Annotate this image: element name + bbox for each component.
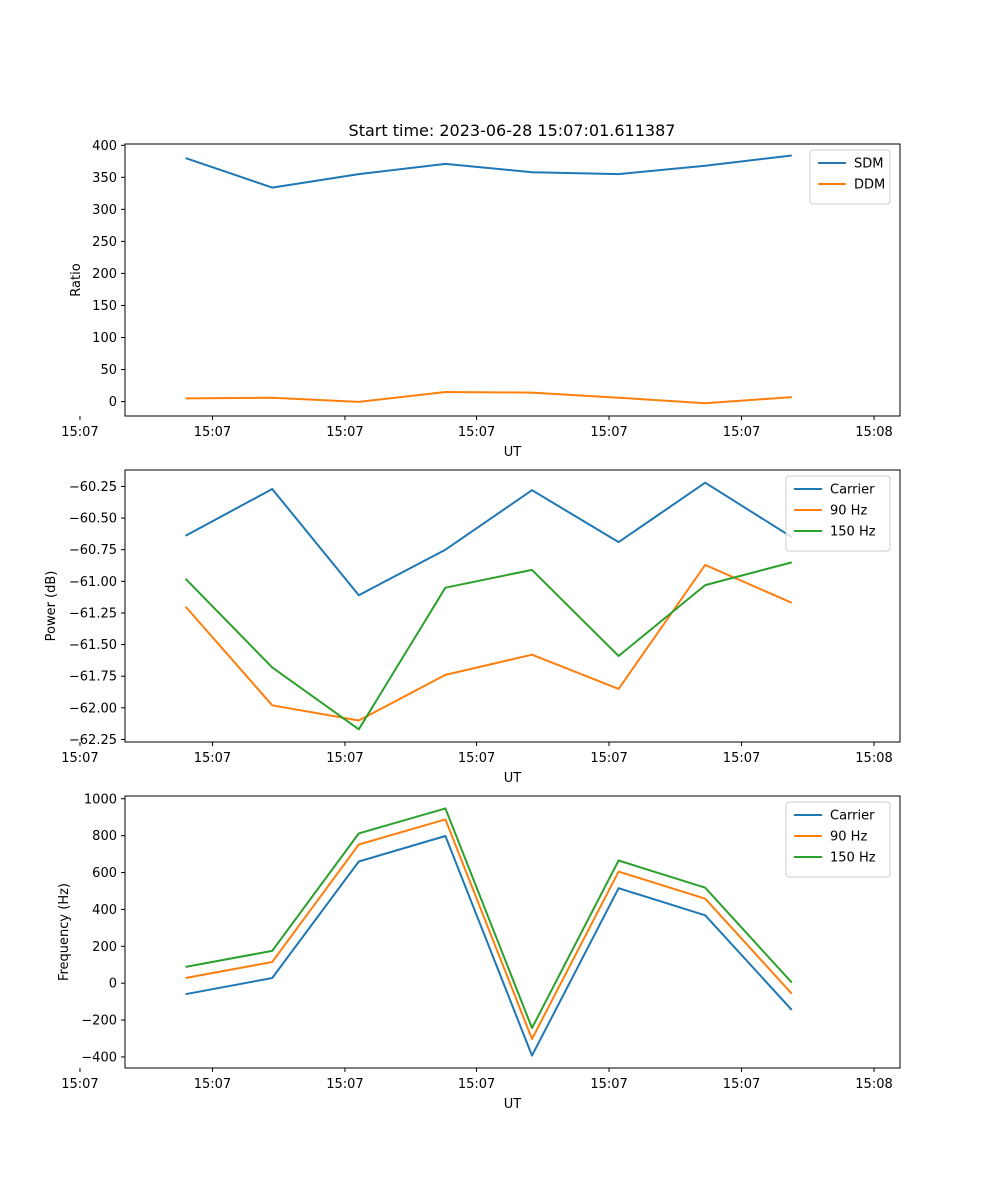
x-tick-label: 15:07 (326, 751, 363, 766)
y-axis-label: Frequency (Hz) (57, 883, 72, 981)
y-axis-label: Ratio (69, 263, 84, 296)
y-tick-label: −61.00 (69, 575, 117, 590)
legend-box (785, 475, 891, 552)
series-line-90-hz (184, 563, 793, 722)
x-tick-label: 15:07 (723, 1077, 760, 1092)
series-line-ddm (185, 391, 792, 405)
series-line-carrier (185, 835, 793, 1057)
series-line-90-hz (185, 818, 793, 1040)
x-axis-label: UT (504, 771, 522, 786)
y-tick-label: 350 (92, 171, 117, 186)
x-tick-label: 15:07 (194, 751, 231, 766)
legend-label: 90 Hz (830, 830, 867, 845)
y-tick-label: −62.25 (69, 733, 117, 748)
x-tick-label: 15:07 (326, 1077, 363, 1092)
x-axis-label: UT (504, 1097, 522, 1112)
x-tick-label: 15:08 (855, 425, 892, 440)
subplot-2: −62.25 −62.00 −61.75 −61.50 −61.25 −61.00 −60.… (44, 469, 901, 786)
legend-label: Carrier (830, 483, 875, 498)
x-tick-label: 15:07 (326, 425, 363, 440)
x-tick-label: 15:07 (61, 1077, 98, 1092)
legend: Carrier 90 Hz 150 Hz (785, 801, 891, 878)
x-tick-label: 15:07 (194, 425, 231, 440)
x-tick-label: 15:07 (723, 425, 760, 440)
legend-label: Carrier (830, 809, 875, 824)
y-tick-label: −61.75 (69, 670, 117, 685)
y-tick-label: 0 (109, 395, 117, 410)
y-tick-label: 600 (92, 866, 117, 881)
series-line-sdm (185, 154, 792, 189)
y-axis-label: Power (dB) (44, 571, 59, 642)
y-tick-label: −61.50 (69, 638, 117, 653)
legend: SDM DDM (809, 149, 891, 205)
legend-label: SDM (854, 157, 883, 172)
y-tick-label: 1000 (84, 792, 117, 807)
y-tick-label: −60.25 (69, 480, 117, 495)
y-tick-label: 250 (92, 235, 117, 250)
series-line-carrier (185, 481, 793, 597)
x-tick-label: 15:07 (590, 425, 627, 440)
legend: Carrier 90 Hz 150 Hz (785, 475, 891, 552)
plots-container: 0 50 100 150 200 250 300 350 400 15:07 15:07 15:07 1… (44, 139, 901, 1112)
legend-label: DDM (854, 178, 885, 193)
figure-title: Start time: 2023-06-28 15:07:01.611387 (349, 121, 676, 140)
axes-frame (124, 469, 901, 743)
x-axis-label: UT (504, 445, 522, 460)
legend-label: 150 Hz (830, 525, 876, 540)
y-tick-label: 200 (92, 267, 117, 282)
subplot-1: 0 50 100 150 200 250 300 350 400 15:07 15:07 15:07 1… (61, 139, 901, 460)
x-tick-label: 15:07 (590, 751, 627, 766)
y-tick-label: −60.50 (69, 512, 117, 527)
x-tick-label: 15:07 (590, 1077, 627, 1092)
x-tick-label: 15:07 (458, 425, 495, 440)
y-tick-label: −62.00 (69, 701, 117, 716)
x-tick-label: 15:07 (458, 751, 495, 766)
y-tick-label: 800 (92, 829, 117, 844)
y-tick-label: 100 (92, 331, 117, 346)
x-tick-label: 15:07 (61, 425, 98, 440)
x-tick-label: 15:07 (723, 751, 760, 766)
series-line-150-hz (184, 561, 793, 731)
y-tick-label: 400 (92, 139, 117, 154)
y-tick-label: 200 (92, 940, 117, 955)
axes-frame (124, 795, 901, 1069)
x-tick-label: 15:07 (61, 751, 98, 766)
legend-label: 90 Hz (830, 504, 867, 519)
axes-frame (124, 143, 901, 417)
legend-box (785, 801, 891, 878)
subplot-3: −400 −200 0 200 400 600 800 1000 15:07 15:07 15:07… (57, 792, 901, 1112)
y-tick-label: 0 (109, 977, 117, 992)
legend-label: 150 Hz (830, 851, 876, 866)
x-tick-label: 15:07 (458, 1077, 495, 1092)
y-tick-label: 400 (92, 903, 117, 918)
y-tick-label: −200 (81, 1014, 117, 1029)
y-tick-label: 300 (92, 203, 117, 218)
x-tick-label: 15:07 (194, 1077, 231, 1092)
y-tick-label: −61.25 (69, 606, 117, 621)
y-tick-label: −400 (81, 1050, 117, 1065)
x-tick-label: 15:08 (855, 1077, 892, 1092)
series-line-150-hz (185, 807, 793, 1029)
x-tick-label: 15:08 (855, 751, 892, 766)
y-tick-label: 150 (92, 299, 117, 314)
y-tick-label: 50 (100, 363, 117, 378)
y-tick-label: −60.75 (69, 543, 117, 558)
